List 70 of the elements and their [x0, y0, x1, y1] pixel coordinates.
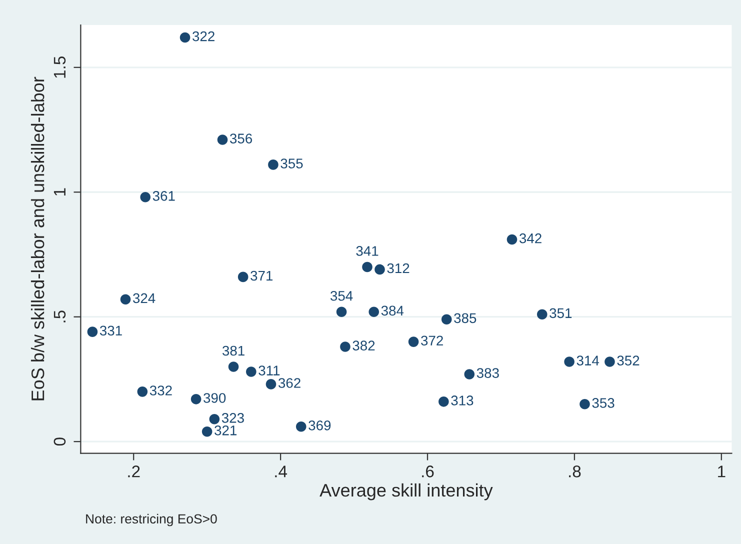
- annotation: 381: [222, 346, 244, 356]
- annotation: 362: [278, 378, 300, 388]
- annotation: 371: [250, 270, 273, 281]
- point: [580, 399, 590, 410]
- x-tick-label: .4: [275, 466, 288, 478]
- point: [238, 272, 248, 282]
- point: [217, 134, 228, 145]
- annotation: 384: [381, 306, 404, 316]
- annotation: 324: [132, 293, 156, 304]
- point: [438, 396, 449, 407]
- x-tick-label: 1: [718, 466, 726, 478]
- point: [266, 379, 276, 390]
- point: [374, 264, 385, 275]
- annotation: 356: [230, 134, 252, 144]
- annotation: 355: [280, 158, 303, 168]
- annotation: 313: [451, 396, 474, 406]
- point: [246, 366, 256, 377]
- text: Note: restricing EoS>0: [86, 514, 217, 526]
- annotation: 369: [308, 420, 331, 430]
- point: [209, 414, 220, 424]
- y-tick-label: 0: [54, 438, 66, 446]
- annotation: 351: [550, 308, 572, 318]
- annotation: 323: [222, 413, 244, 423]
- annotation: 322: [192, 31, 214, 42]
- point: [506, 234, 518, 245]
- annotation: 382: [352, 340, 375, 351]
- y-tick-label: 1.5: [54, 56, 66, 78]
- x-tick-label: .2: [128, 466, 140, 478]
- point: [228, 362, 239, 372]
- point: [604, 356, 615, 367]
- point: [368, 306, 380, 318]
- annotation: 342: [519, 233, 542, 244]
- y-axis-title: EoS b/w skilled-labor and unskilled-labor: [30, 76, 44, 400]
- point: [202, 426, 212, 437]
- point: [408, 336, 419, 347]
- annotation: 390: [204, 393, 226, 403]
- annotation: 311: [258, 366, 280, 376]
- y-tick-label: 1: [54, 188, 66, 196]
- annotation: 341: [356, 246, 378, 256]
- point: [296, 421, 306, 432]
- annotation: 314: [576, 356, 600, 366]
- point: [120, 294, 131, 305]
- annotation: 354: [330, 290, 353, 301]
- annotation: 331: [100, 326, 122, 336]
- point: [180, 32, 190, 43]
- point: [464, 369, 475, 380]
- point: [441, 314, 452, 324]
- annotation: 383: [476, 368, 499, 378]
- x-tick-label: .6: [422, 466, 434, 478]
- y-tick-label: .5: [54, 310, 66, 322]
- point: [137, 386, 148, 397]
- point: [536, 309, 548, 320]
- point: [340, 342, 350, 352]
- point: [564, 356, 574, 367]
- annotation: 372: [421, 336, 443, 346]
- annotation: 352: [617, 356, 640, 366]
- annotation: 321: [214, 425, 237, 436]
- annotation: 361: [152, 191, 175, 201]
- annotation: 312: [387, 263, 410, 274]
- annotation: 353: [592, 398, 614, 408]
- point: [336, 306, 347, 318]
- point: [190, 394, 202, 404]
- x-tick-label: .8: [569, 466, 581, 478]
- point: [140, 192, 151, 202]
- point: [362, 262, 372, 272]
- annotation: 332: [150, 386, 172, 396]
- point: [268, 160, 278, 170]
- x-axis-title: Average skill intensity: [320, 483, 493, 500]
- point: [87, 326, 98, 337]
- annotation: 385: [454, 313, 476, 324]
